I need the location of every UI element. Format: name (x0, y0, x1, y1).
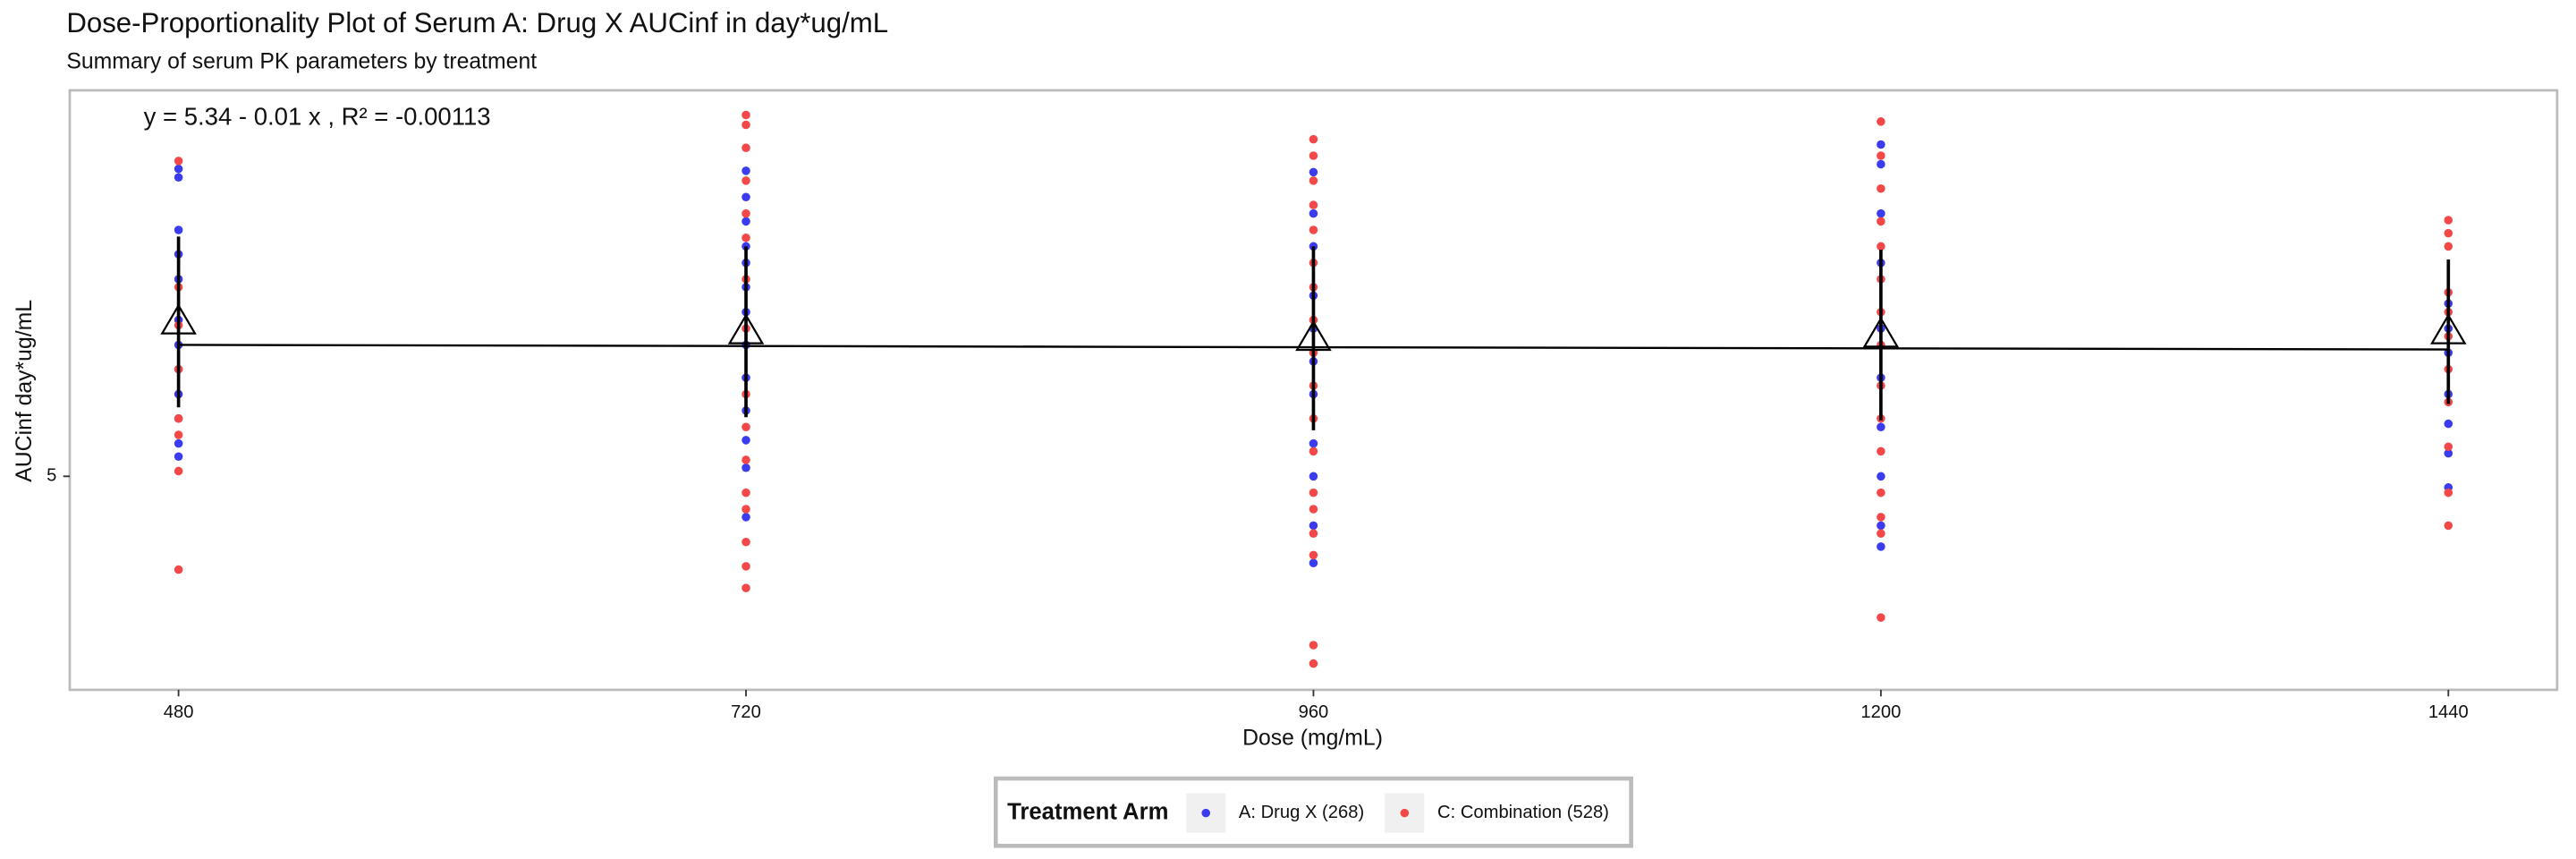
x-axis-label: Dose (mg/mL) (1242, 727, 1383, 751)
data-point (1309, 529, 1318, 538)
data-point (174, 164, 183, 174)
data-point (1877, 521, 1885, 531)
data-point (174, 466, 183, 476)
data-point (741, 422, 750, 432)
data-point (174, 565, 183, 574)
data-point (741, 537, 750, 547)
data-point (1309, 659, 1318, 668)
data-point (1877, 529, 1885, 538)
data-point (174, 173, 183, 183)
legend-title: Treatment Arm (1007, 799, 1168, 824)
data-point (1309, 134, 1318, 144)
data-point (741, 110, 750, 120)
data-point (1877, 217, 1885, 226)
data-point (1309, 521, 1318, 531)
x-tick-label: 1440 (2428, 702, 2469, 722)
data-point (2444, 442, 2453, 452)
legend-label: C: Combination (528) (1437, 803, 1609, 822)
x-tick-label: 720 (731, 702, 761, 722)
data-point (1877, 140, 1885, 149)
data-point (1877, 183, 1885, 193)
data-point (1877, 117, 1885, 126)
data-point (1309, 558, 1318, 568)
data-point (1877, 151, 1885, 160)
data-point (1309, 472, 1318, 481)
data-point (1877, 422, 1885, 432)
data-point (741, 208, 750, 218)
data-point (174, 413, 183, 423)
legend-marker (1201, 808, 1210, 818)
data-point (1309, 550, 1318, 560)
mean-marker (2430, 313, 2467, 344)
data-point (741, 143, 750, 152)
legend-marker (1400, 808, 1410, 818)
x-tick-label: 480 (164, 702, 194, 722)
data-point (1309, 505, 1318, 514)
data-point (174, 452, 183, 462)
data-point (741, 488, 750, 498)
data-point (1877, 447, 1885, 456)
data-point (1309, 447, 1318, 456)
data-point (1309, 151, 1318, 160)
data-point (1309, 225, 1318, 234)
x-tick-label: 1200 (1860, 702, 1901, 722)
mean-marker (1295, 319, 1332, 352)
data-point (174, 430, 183, 439)
data-point (1309, 167, 1318, 177)
data-point (1877, 513, 1885, 522)
mean-marker (160, 303, 197, 335)
x-tick-label: 960 (1299, 702, 1329, 722)
data-point (741, 436, 750, 445)
data-point (2444, 228, 2453, 238)
data-point (1309, 641, 1318, 650)
data-point (741, 176, 750, 185)
data-point (1309, 488, 1318, 498)
data-point (1309, 200, 1318, 209)
data-point (2444, 488, 2453, 498)
chart-title: Dose-Proportionality Plot of Serum A: Dr… (66, 7, 888, 38)
data-point (1877, 208, 1885, 218)
data-point (2444, 521, 2453, 531)
mean-marker (1862, 316, 1900, 348)
data-point (741, 192, 750, 202)
data-point (741, 234, 750, 242)
data-point (1309, 438, 1318, 448)
data-point (174, 225, 183, 234)
data-point (1877, 159, 1885, 169)
data-point (1877, 542, 1885, 551)
data-point (174, 438, 183, 448)
data-point (1309, 208, 1318, 218)
data-point (1877, 242, 1885, 251)
legend-label: A: Drug X (268) (1239, 803, 1364, 822)
data-point (741, 562, 750, 571)
equation-annotation: y = 5.34 - 0.01 x , R² = -0.00113 (144, 102, 491, 130)
data-point (741, 505, 750, 514)
data-point (1877, 472, 1885, 481)
data-point (741, 463, 750, 472)
data-point (741, 513, 750, 522)
y-axis-label: AUCinf day*ug/mL (13, 300, 37, 482)
data-point (2444, 216, 2453, 225)
data-point (174, 157, 183, 166)
y-tick-label: 5 (47, 466, 56, 486)
data-point (1877, 613, 1885, 622)
data-point (2444, 448, 2453, 458)
legend: Treatment Arm A: Drug X (268) C: Combinat… (993, 776, 1633, 848)
mean-marker (727, 313, 765, 344)
data-point (1309, 176, 1318, 185)
chart-subtitle: Summary of serum PK parameters by treatm… (66, 49, 537, 73)
data-point (741, 120, 750, 130)
data-point (1877, 488, 1885, 498)
data-point (2444, 242, 2453, 251)
data-point (741, 217, 750, 226)
data-point (741, 455, 750, 464)
data-point (741, 166, 750, 175)
legend-box (993, 776, 1633, 848)
data-point (2444, 419, 2453, 429)
data-point (741, 583, 750, 592)
